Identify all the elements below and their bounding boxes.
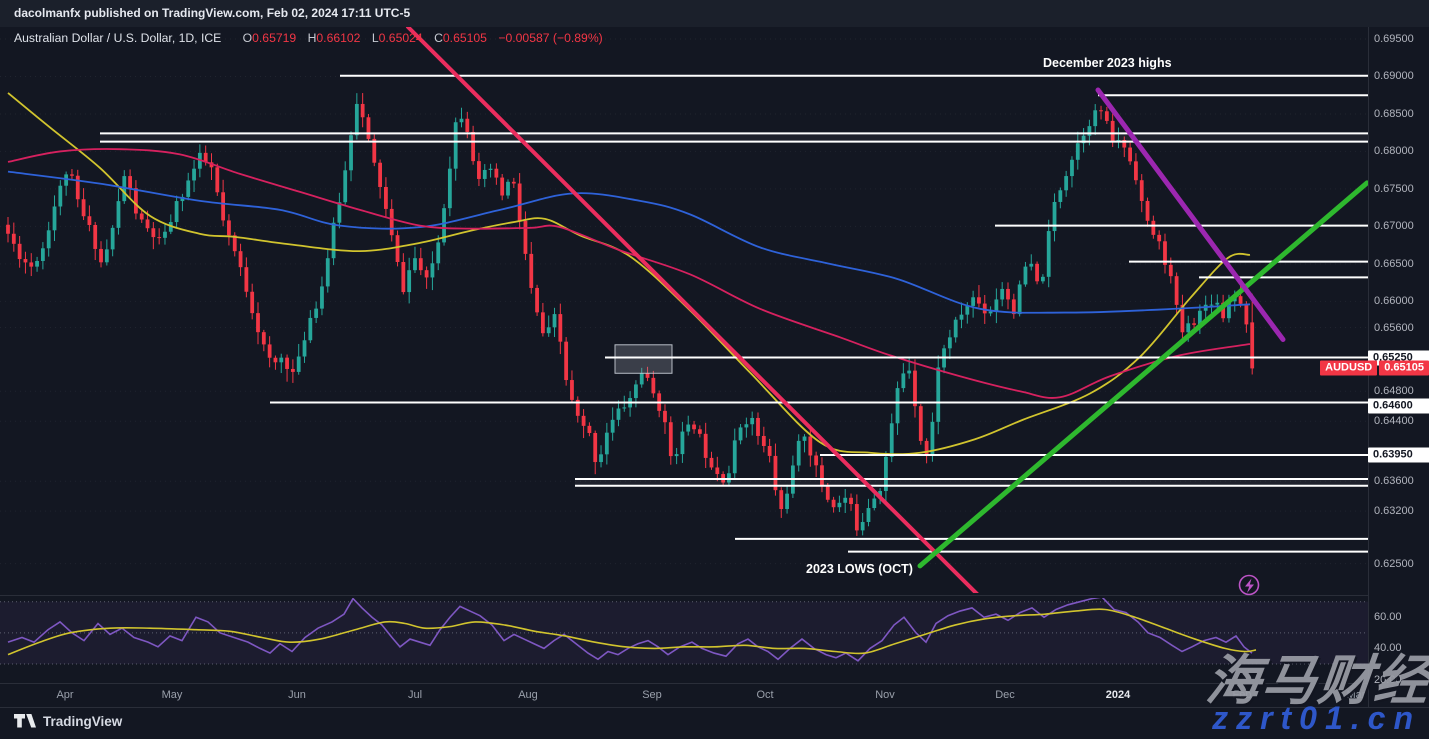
attribution-text: dacolmanfx published on TradingView.com,… xyxy=(14,6,411,20)
price-axis-label[interactable]: 0.64400 xyxy=(1374,415,1414,428)
close-label: C xyxy=(434,31,443,45)
open-value: 0.65719 xyxy=(252,31,297,45)
time-axis-label-Oct[interactable]: Oct xyxy=(756,689,774,701)
price-axis-label[interactable]: 0.62500 xyxy=(1374,557,1414,570)
ma-pink[interactable] xyxy=(7,148,1251,399)
time-axis-label-2024[interactable]: 2024 xyxy=(1105,689,1131,701)
price-zone[interactable] xyxy=(100,132,1368,143)
price-axis-label[interactable]: 0.63200 xyxy=(1374,505,1414,518)
symbol-price-badge: AUDUSD 0.65105 xyxy=(1320,360,1429,376)
price-axis-label[interactable]: 0.67000 xyxy=(1374,220,1414,233)
attribution-bar: dacolmanfx published on TradingView.com,… xyxy=(0,0,1429,27)
time-axis-label-May[interactable]: May xyxy=(161,689,183,701)
time-axis-label-Apr[interactable]: Apr xyxy=(56,689,74,701)
price-level-badge: 0.63950 xyxy=(1368,447,1429,463)
rsi-axis-label[interactable]: 40.00 xyxy=(1374,642,1402,655)
trendline-downtrend-purple[interactable] xyxy=(1095,87,1286,343)
tradingview-logo-text: TradingView xyxy=(43,714,123,729)
price-axis-label[interactable]: 0.69500 xyxy=(1374,33,1414,45)
open-label: O xyxy=(242,31,253,45)
trendline-uptrend-green[interactable] xyxy=(917,180,1368,569)
price-axis-label[interactable]: 0.66000 xyxy=(1374,295,1414,308)
flash-compass-icon[interactable] xyxy=(1238,574,1260,596)
trendline-downtrend-pink[interactable] xyxy=(406,27,985,602)
time-axis-label-Sep[interactable]: Sep xyxy=(642,689,662,701)
price-level-badge: 0.64600 xyxy=(1368,398,1429,414)
rsi-axis-label[interactable]: 20.00 xyxy=(1374,673,1402,686)
time-axis-label-Feb[interactable]: Feb xyxy=(1232,689,1252,701)
ma-blue[interactable] xyxy=(7,170,1251,314)
price-axis-label[interactable]: 0.63600 xyxy=(1374,475,1414,488)
price-axis-label[interactable]: 0.68500 xyxy=(1374,107,1414,120)
price-axis-label[interactable]: 0.65600 xyxy=(1374,321,1414,334)
time-axis-label-Mar[interactable]: Mar xyxy=(1346,689,1366,701)
candlestick-series[interactable] xyxy=(6,93,1255,536)
price-axis-label[interactable]: 0.64800 xyxy=(1374,385,1414,398)
high-value: 0.66102 xyxy=(316,31,361,45)
rsi-pane[interactable] xyxy=(0,597,1368,665)
symbol-badge-label: AUDUSD xyxy=(1320,360,1378,376)
time-axis-label-Jul[interactable]: Jul xyxy=(407,689,423,701)
rsi-axis-label[interactable]: 60.00 xyxy=(1374,611,1402,624)
price-axis-label[interactable]: 0.68000 xyxy=(1374,145,1414,158)
symbol-badge-price: 0.65105 xyxy=(1379,360,1429,376)
annotation-2023-lows-oct[interactable]: 2023 LOWS (OCT) xyxy=(806,562,913,576)
price-axis-label[interactable]: 0.66500 xyxy=(1374,257,1414,270)
low-value: 0.65024 xyxy=(378,31,423,45)
time-axis-label-Aug[interactable]: Aug xyxy=(518,689,538,701)
price-zone[interactable] xyxy=(575,477,1368,487)
rsi-series-RSI-MA xyxy=(7,608,1257,656)
change-value: −0.00587 (−0.89%) xyxy=(498,31,603,45)
low-label: L xyxy=(371,31,379,45)
symbol-legend[interactable]: Australian Dollar / U.S. Dollar, 1D, ICE… xyxy=(14,31,603,45)
symbol-title: Australian Dollar / U.S. Dollar, 1D, ICE xyxy=(14,31,222,45)
tradingview-footer-logo[interactable]: TradingView xyxy=(14,714,122,729)
close-value: 0.65105 xyxy=(442,31,487,45)
time-axis-label-Dec[interactable]: Dec xyxy=(995,689,1015,701)
price-axis-label[interactable]: 0.69000 xyxy=(1374,70,1414,83)
tradingview-logo-icon xyxy=(14,714,36,728)
annotation-december-2023-highs[interactable]: December 2023 highs xyxy=(1043,56,1172,70)
high-label: H xyxy=(307,31,317,45)
time-axis-label-Nov[interactable]: Nov xyxy=(875,689,895,701)
time-axis-label-Jun[interactable]: Jun xyxy=(288,689,306,701)
price-axis-label[interactable]: 0.67500 xyxy=(1374,182,1414,195)
supply-zone-box[interactable] xyxy=(614,344,673,374)
watermark-site-url: zzrt01.cn xyxy=(1212,700,1421,736)
